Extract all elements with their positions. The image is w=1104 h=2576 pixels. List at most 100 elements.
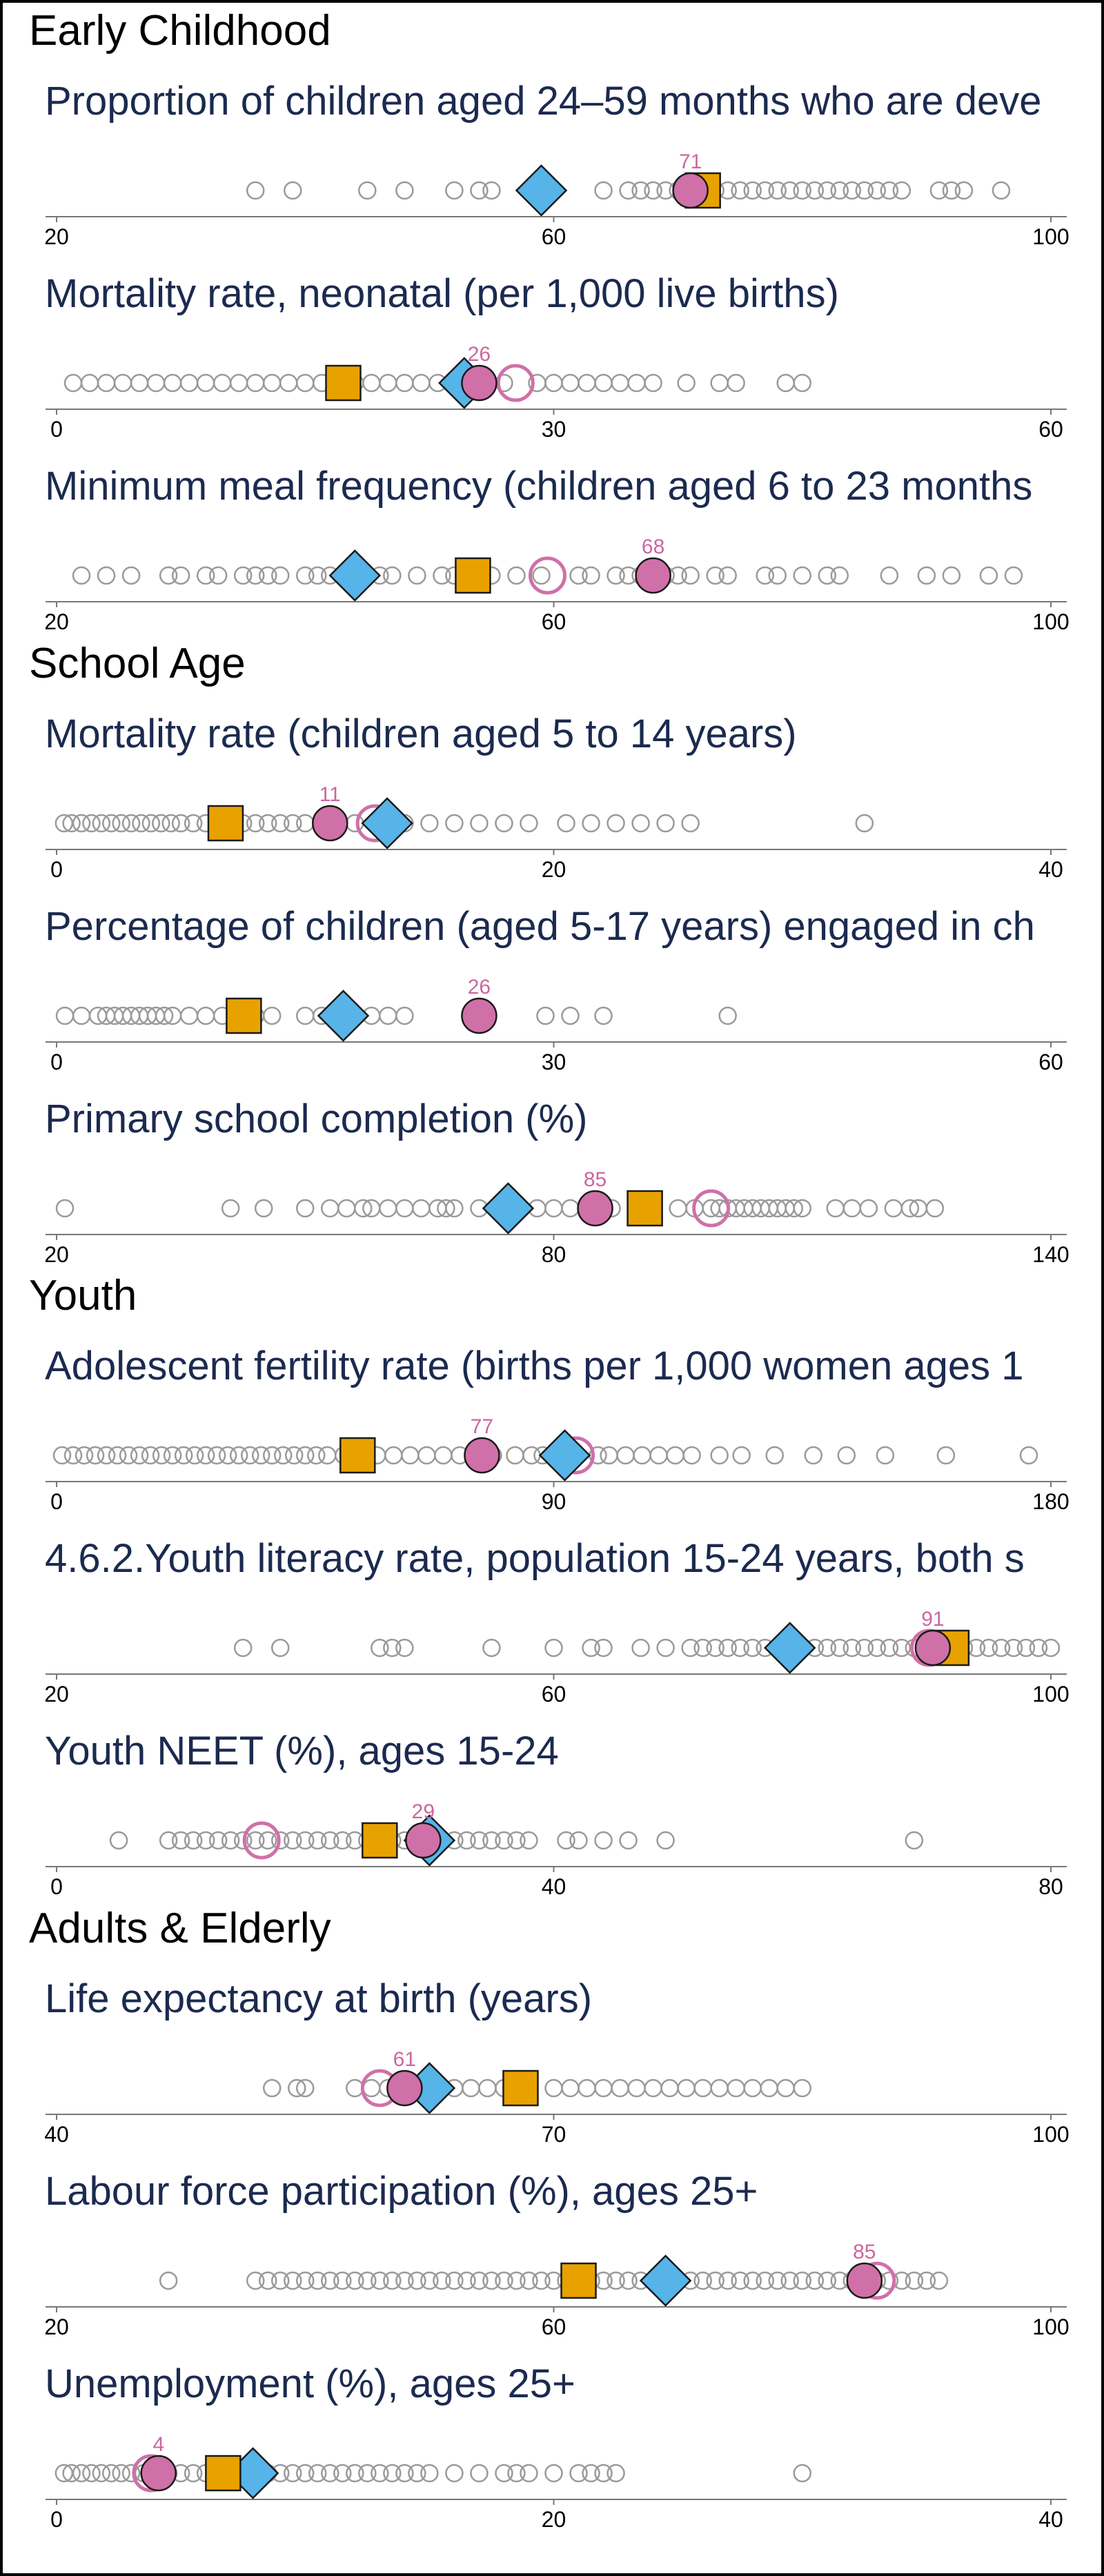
other-country-point (457, 2271, 476, 2290)
x-tick-label: 60 (1038, 417, 1063, 442)
comparison-ring-marker (496, 364, 535, 402)
other-country-point (72, 814, 91, 833)
other-country-point (395, 1638, 414, 1658)
other-country-point (72, 2464, 91, 2483)
other-country-point (1016, 1638, 1036, 1658)
other-country-point (892, 181, 911, 200)
other-country-point (62, 814, 81, 833)
x-tick-label: 20 (44, 224, 69, 249)
panel-3-1: Labour force participation (%), ages 25+… (44, 2169, 1069, 2339)
other-country-point (445, 1199, 464, 1218)
other-country-point (284, 1446, 304, 1465)
other-country-point (75, 1446, 94, 1465)
other-country-point (760, 2078, 778, 2098)
x-tick-label: 40 (542, 1874, 566, 1899)
other-country-point (159, 2271, 178, 2290)
other-country-point (296, 814, 315, 833)
other-country-point (892, 1638, 911, 1658)
highlight-point (386, 2069, 423, 2107)
other-country-point (569, 1831, 588, 1850)
other-country-point (408, 566, 426, 585)
other-country-point (258, 814, 277, 833)
other-country-point (594, 1831, 613, 1850)
other-country-point (929, 2271, 949, 2290)
other-country-point (619, 181, 638, 200)
other-country-point (155, 1006, 174, 1025)
other-country-point (677, 2078, 696, 2098)
other-country-point (520, 1831, 538, 1850)
other-country-point (270, 566, 290, 585)
other-country-point (611, 2078, 629, 2098)
other-country-point (346, 2464, 364, 2483)
other-country-point (727, 2078, 745, 2098)
other-country-point (434, 1446, 453, 1465)
square-marker (226, 997, 262, 1034)
other-country-point (644, 181, 662, 200)
other-country-point (371, 2271, 389, 2290)
other-country-point (196, 1831, 215, 1850)
other-country-point (880, 181, 899, 200)
other-country-point (544, 2078, 563, 2098)
other-country-point (544, 1638, 563, 1658)
highlight-value-label: 68 (642, 535, 664, 558)
other-country-point (287, 2078, 306, 2098)
other-country-point (855, 1638, 874, 1658)
panel-1-1: Percentage of children (aged 5-17 years)… (45, 904, 1067, 1074)
other-country-point (258, 1831, 277, 1850)
other-country-point (756, 2271, 774, 2290)
other-country-point (706, 2271, 724, 2290)
x-tick-label: 100 (1032, 224, 1069, 249)
other-country-point (594, 373, 613, 393)
other-country-point (72, 1006, 91, 1025)
x-tick-label: 100 (1032, 2314, 1069, 2339)
other-country-point (876, 1446, 895, 1465)
highlight-value-label: 26 (468, 976, 491, 999)
other-country-point (171, 566, 190, 585)
other-country-point (161, 814, 180, 833)
x-tick-label: 30 (542, 417, 566, 442)
other-country-point (52, 1446, 72, 1465)
other-country-point (283, 2271, 302, 2290)
other-country-point (706, 566, 724, 585)
other-country-point (495, 2464, 513, 2483)
other-country-point (785, 1199, 803, 1218)
other-country-point (371, 1638, 389, 1658)
other-country-point (482, 181, 501, 200)
other-country-point (371, 2464, 389, 2483)
other-country-point (826, 1199, 845, 1218)
other-country-point (569, 566, 588, 585)
other-country-point (296, 2464, 315, 2483)
other-country-point (506, 1446, 524, 1465)
other-country-point (221, 1831, 240, 1850)
other-country-point (594, 1638, 613, 1658)
other-country-point (97, 373, 116, 393)
other-country-point (283, 814, 302, 833)
other-country-point (569, 2464, 588, 2483)
other-country-point (121, 814, 141, 833)
other-country-point (793, 1199, 811, 1218)
other-country-point (727, 373, 745, 393)
section-title: Youth (29, 1272, 137, 1319)
other-country-point (470, 814, 489, 833)
other-country-point (207, 1446, 226, 1465)
other-country-point (578, 373, 596, 393)
highlight-value-label: 29 (412, 1800, 435, 1823)
other-country-point (318, 1446, 337, 1465)
other-country-point (1004, 566, 1023, 585)
other-country-point (121, 2464, 141, 2483)
other-country-point (867, 181, 887, 200)
square-marker (502, 2069, 539, 2107)
other-country-point (880, 1638, 899, 1658)
other-country-point (979, 1638, 998, 1658)
other-country-point (383, 566, 402, 585)
other-country-point (102, 2464, 121, 2483)
other-country-point (842, 1638, 862, 1658)
other-country-point (308, 1831, 327, 1850)
x-tick-label: 20 (44, 2314, 69, 2339)
other-country-point (408, 2271, 426, 2290)
x-tick-label: 60 (1038, 1050, 1063, 1074)
highlight-point (461, 364, 497, 402)
other-country-point (82, 814, 101, 833)
other-country-point (221, 1199, 240, 1218)
